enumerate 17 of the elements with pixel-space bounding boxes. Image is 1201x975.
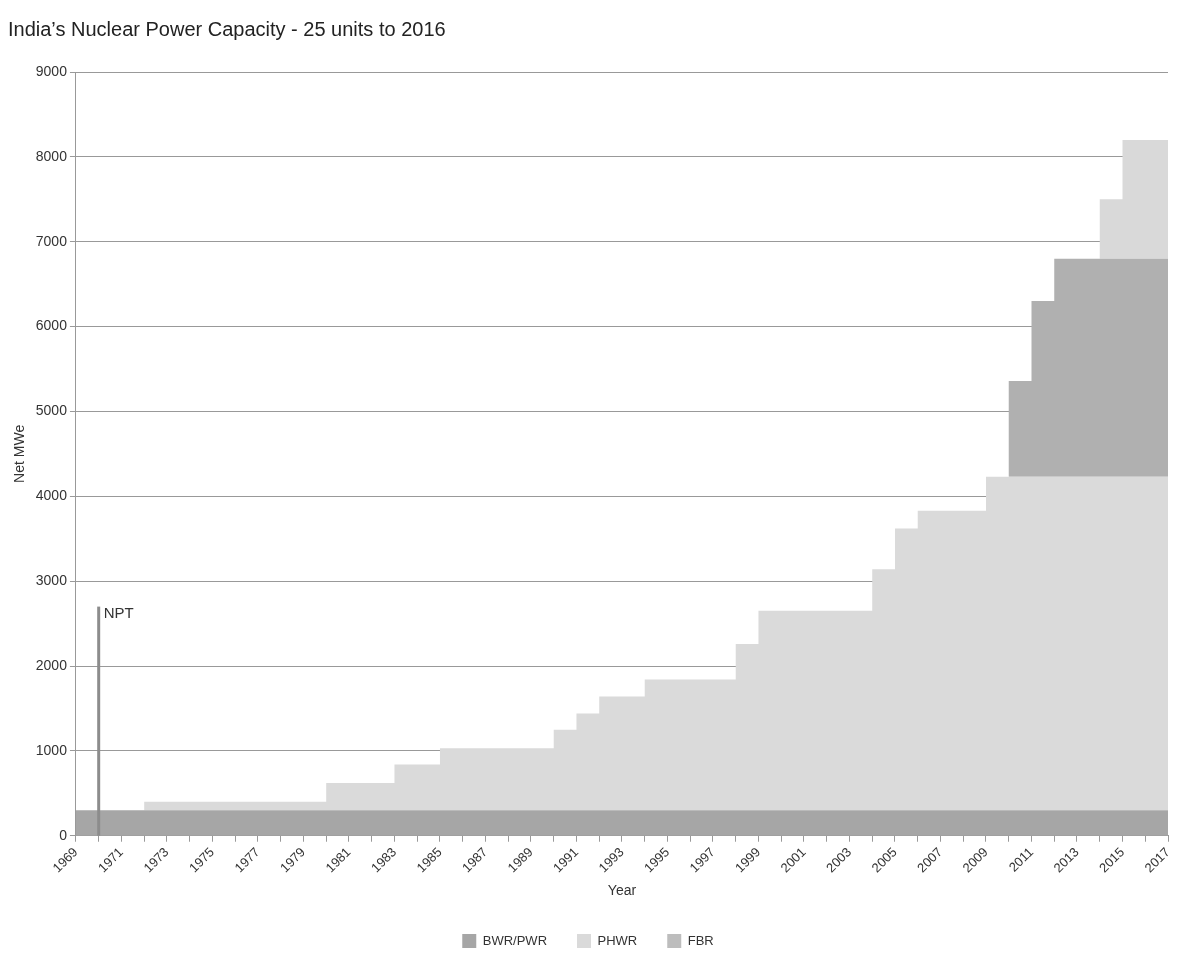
y-tick-label: 5000 (35, 402, 68, 419)
y-axis-title: Net MWe (11, 424, 28, 483)
chart-title: India’s Nuclear Power Capacity - 25 units to 2016 (8, 17, 446, 40)
y-tick-label: 6000 (35, 317, 68, 334)
legend-label: BWR/PWR (482, 932, 548, 948)
y-tick-label: 9000 (35, 62, 68, 79)
x-axis-title: Year (607, 882, 637, 899)
y-tick-label: 2000 (35, 656, 68, 673)
ref-line-label: NPT (103, 604, 134, 622)
y-tick-label: 1000 (35, 741, 68, 758)
y-tick-label: 3000 (35, 572, 68, 589)
y-tick-label: 7000 (35, 232, 68, 249)
y-tick-label: 0 (59, 826, 68, 843)
y-tick-label: 8000 (35, 147, 68, 164)
legend-label: PHWR (597, 932, 638, 948)
y-tick-label: 4000 (35, 487, 68, 504)
legend-label: FBR (687, 932, 714, 948)
